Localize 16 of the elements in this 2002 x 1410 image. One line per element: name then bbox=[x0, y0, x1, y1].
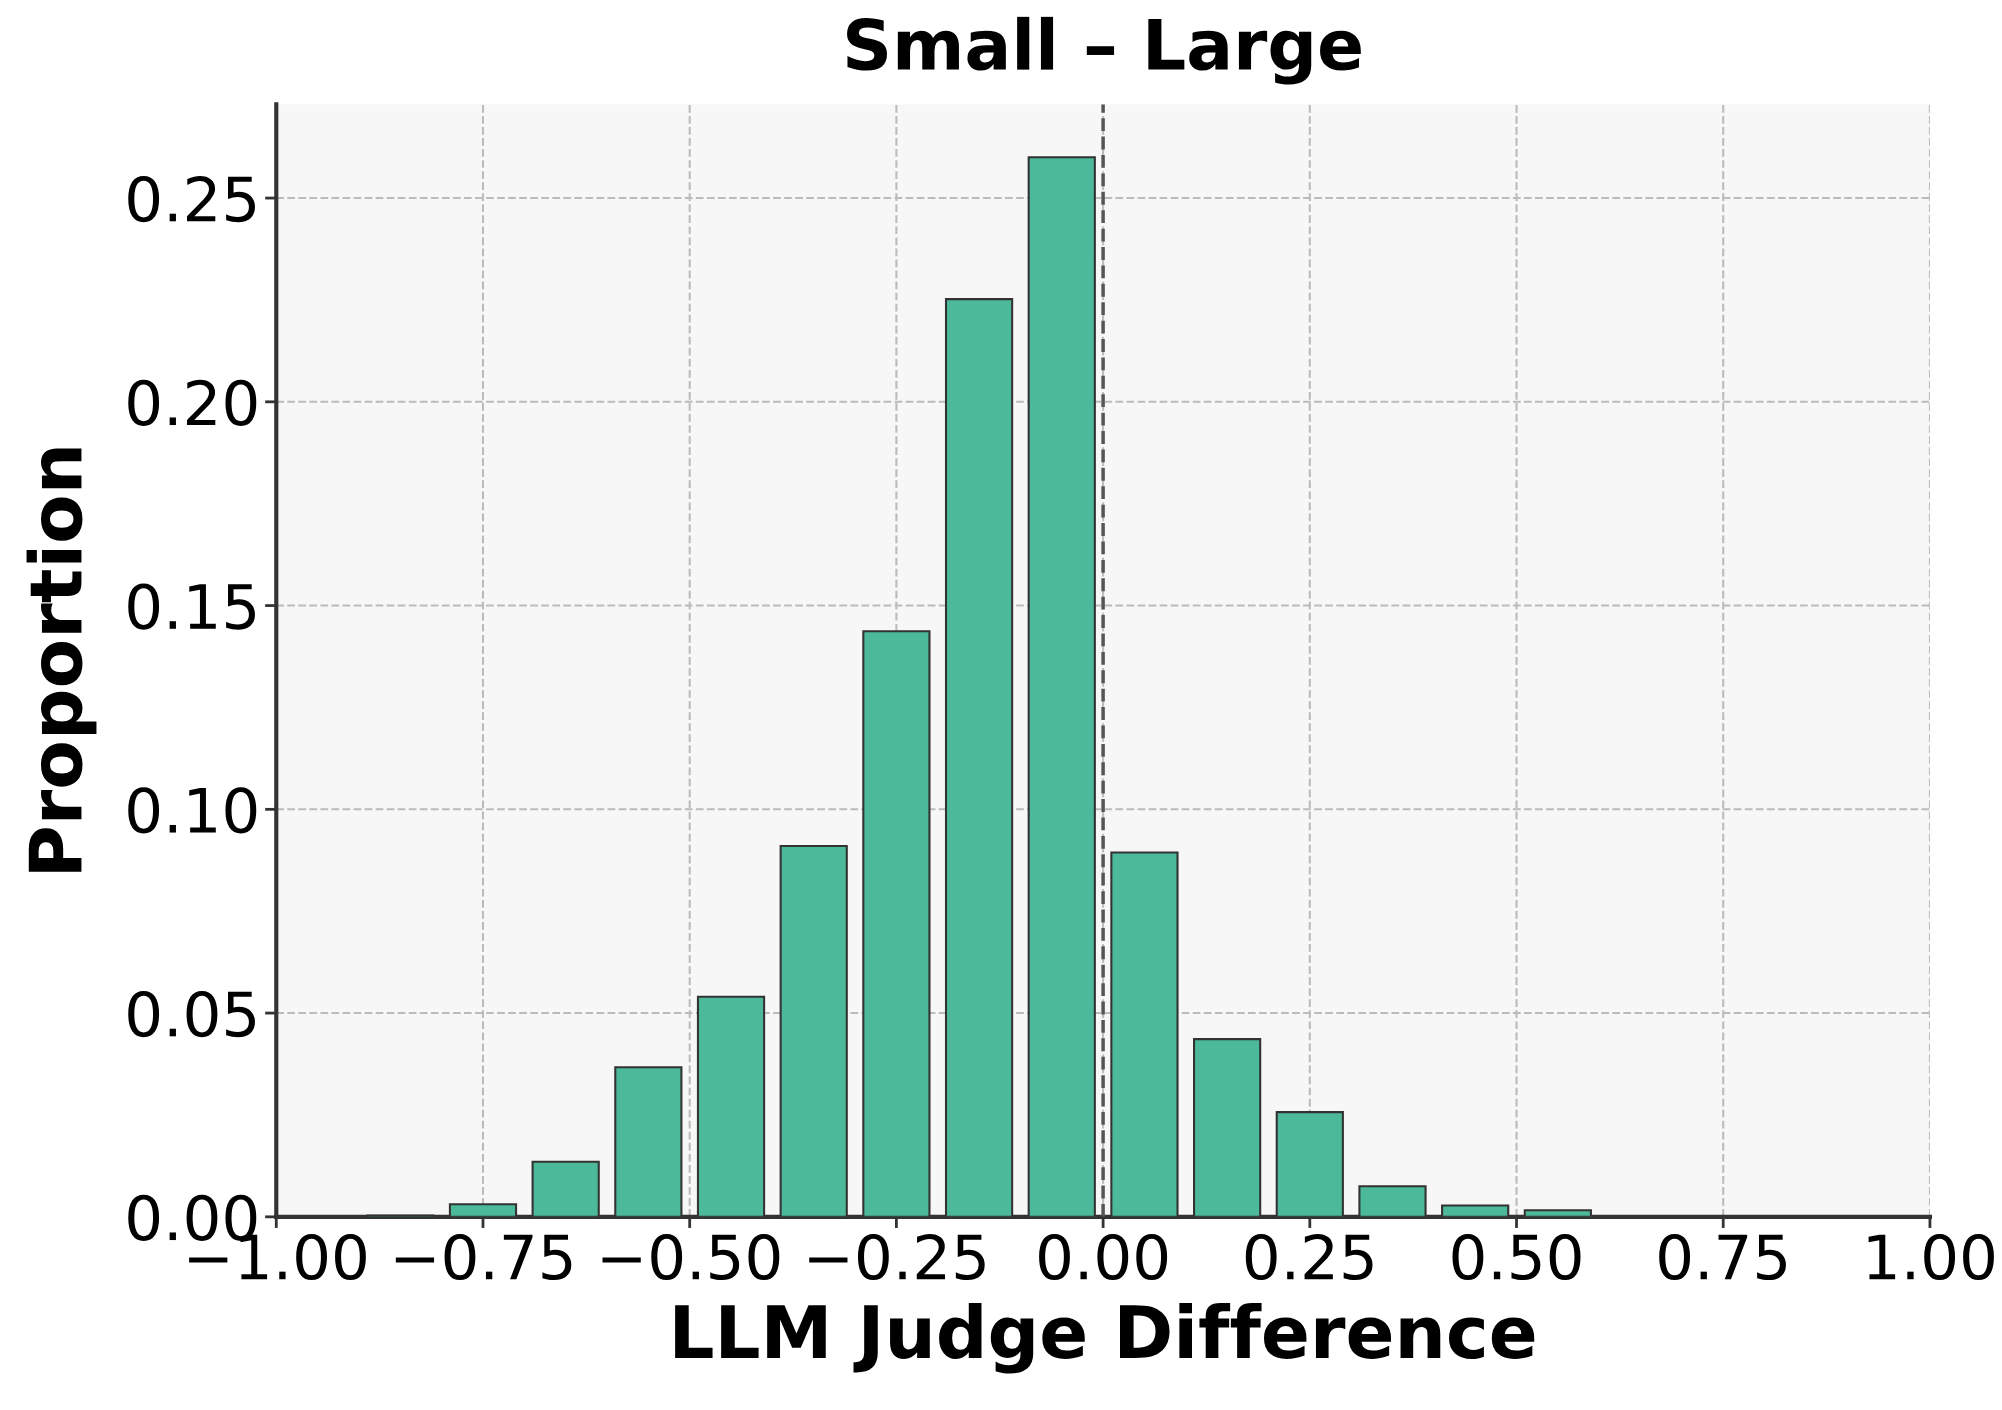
x-tick-label: −0.75 bbox=[395, 1233, 572, 1281]
x-tick-label: 0.00 bbox=[1039, 1233, 1168, 1281]
x-axis-title: LLM Judge Difference bbox=[675, 1303, 1535, 1374]
y-tick-label: 0.05 bbox=[128, 990, 255, 1038]
y-tick-label: 0.25 bbox=[128, 175, 255, 223]
y-tick-label: 0.15 bbox=[128, 583, 255, 630]
x-tick-label: −0.25 bbox=[809, 1233, 985, 1281]
x-tick-label: 1.00 bbox=[1868, 1233, 1994, 1281]
y-tick-label: 0.10 bbox=[128, 787, 257, 834]
y-axis-title: Proportion bbox=[26, 448, 97, 872]
chart-title: Small – Large bbox=[847, 16, 1361, 85]
x-tick-label: 0.75 bbox=[1659, 1233, 1786, 1281]
y-tick-label: 0.20 bbox=[128, 379, 257, 426]
x-tick-label: −0.50 bbox=[602, 1233, 780, 1281]
x-tick-label: 0.50 bbox=[1452, 1233, 1581, 1281]
x-tick-label: 0.25 bbox=[1245, 1233, 1373, 1281]
